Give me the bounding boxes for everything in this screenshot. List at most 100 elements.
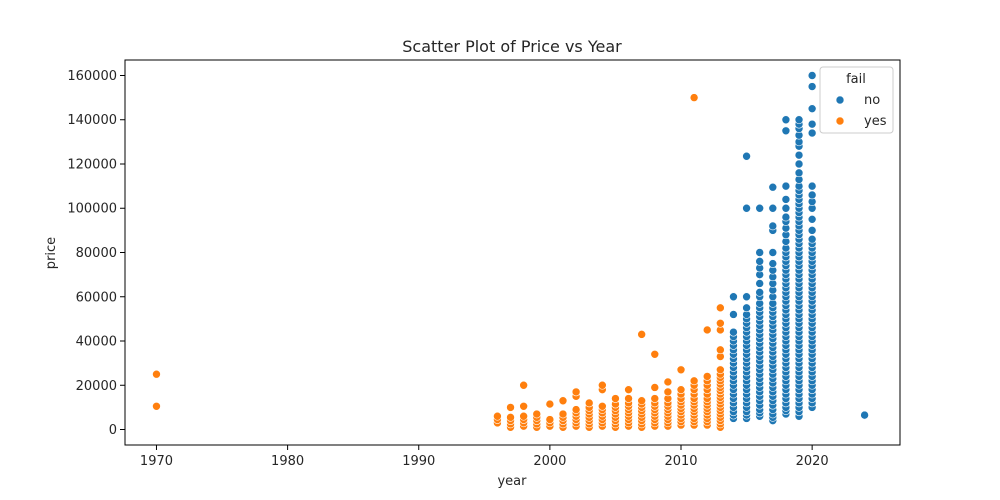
data-point-no	[794, 159, 804, 169]
y-tick-label: 100000	[67, 202, 117, 217]
data-point-yes	[506, 403, 515, 412]
data-point-no	[755, 203, 764, 213]
data-point-no	[742, 151, 751, 161]
legend-title: fail	[846, 72, 866, 87]
data-point-no	[768, 221, 778, 231]
data-point-yes	[519, 411, 528, 421]
x-tick-label: 2000	[533, 454, 566, 469]
y-axis: 0 20000 40000 60000 80000 100000 120000 140000 1…	[67, 69, 125, 438]
y-tick-label: 40000	[76, 335, 117, 350]
data-point-no	[807, 181, 817, 191]
data-point-no	[742, 292, 751, 302]
legend: fail no yes	[819, 66, 894, 134]
data-point-no	[807, 104, 817, 113]
x-tick-label: 1990	[402, 454, 435, 469]
y-tick-label: 160000	[67, 69, 117, 84]
data-point-no	[768, 203, 778, 213]
series-yes	[152, 93, 725, 432]
data-point-no	[768, 182, 778, 192]
data-point-no	[742, 303, 751, 313]
data-point-yes	[611, 394, 620, 403]
series-no	[729, 71, 869, 425]
data-point-yes	[519, 380, 528, 390]
x-axis-label: year	[497, 474, 527, 489]
data-point-yes	[624, 385, 633, 394]
data-point-no	[807, 226, 817, 235]
data-point-no	[781, 195, 791, 204]
data-point-no	[729, 292, 738, 302]
data-point-yes	[676, 365, 686, 375]
data-point-yes	[532, 409, 542, 419]
data-point-yes	[716, 318, 725, 328]
x-tick-label: 1980	[271, 454, 304, 469]
data-point-yes	[702, 372, 712, 381]
data-point-no	[781, 115, 791, 125]
y-tick-label: 80000	[76, 246, 117, 261]
x-axis: 1970 1980 1990 2000 2010 2020	[140, 445, 829, 469]
plot-area	[152, 71, 869, 432]
data-point-no	[742, 203, 751, 213]
data-point-no	[794, 168, 804, 178]
y-tick-label: 0	[109, 423, 117, 438]
data-point-yes	[650, 383, 660, 392]
legend-label-no: no	[864, 93, 880, 108]
data-point-yes	[506, 413, 515, 422]
legend-label-yes: yes	[864, 114, 887, 129]
data-point-no	[794, 150, 804, 160]
data-point-yes	[676, 385, 686, 394]
data-point-yes	[519, 401, 528, 411]
data-point-no	[768, 248, 778, 257]
data-point-no	[729, 327, 738, 337]
data-point-yes	[689, 93, 699, 102]
data-point-no	[807, 234, 817, 244]
data-point-yes	[558, 396, 568, 406]
data-point-yes	[663, 387, 673, 397]
data-point-no	[768, 259, 778, 268]
data-point-yes	[152, 369, 161, 379]
data-point-yes	[558, 409, 568, 419]
data-point-yes	[716, 365, 725, 375]
data-point-no	[807, 128, 817, 138]
data-point-no	[755, 248, 764, 257]
y-axis-label: price	[44, 237, 59, 269]
y-tick-label: 120000	[67, 157, 117, 172]
data-point-yes	[571, 387, 581, 397]
legend-marker-no	[835, 95, 845, 105]
data-point-yes	[702, 325, 712, 335]
data-point-yes	[689, 376, 699, 386]
x-tick-label: 2010	[664, 454, 697, 469]
data-point-no	[781, 212, 791, 222]
data-point-yes	[571, 405, 581, 414]
y-tick-label: 20000	[76, 379, 117, 394]
data-point-yes	[598, 401, 607, 411]
data-point-yes	[650, 349, 660, 359]
legend-marker-yes	[835, 116, 845, 126]
data-point-no	[755, 257, 764, 266]
data-point-no	[807, 215, 817, 224]
chart-title: Scatter Plot of Price vs Year	[402, 37, 622, 56]
data-point-yes	[716, 345, 725, 355]
data-point-yes	[598, 380, 607, 390]
data-point-no	[860, 410, 869, 420]
y-tick-label: 140000	[67, 113, 117, 128]
data-point-yes	[650, 394, 660, 403]
data-point-yes	[637, 396, 646, 406]
data-point-no	[781, 181, 791, 191]
data-point-yes	[545, 415, 555, 424]
data-point-no	[794, 115, 804, 125]
data-point-yes	[716, 303, 725, 313]
x-tick-label: 2020	[796, 454, 829, 469]
legend-frame	[819, 66, 894, 134]
data-point-yes	[663, 377, 673, 387]
data-point-no	[807, 119, 817, 129]
data-point-no	[807, 71, 817, 80]
data-point-no	[807, 190, 817, 200]
data-point-yes	[624, 394, 633, 403]
data-point-no	[807, 82, 817, 91]
data-point-yes	[493, 411, 502, 421]
data-point-no	[781, 126, 791, 136]
data-point-yes	[545, 399, 555, 409]
data-point-no	[781, 203, 791, 213]
data-point-no	[729, 310, 738, 319]
